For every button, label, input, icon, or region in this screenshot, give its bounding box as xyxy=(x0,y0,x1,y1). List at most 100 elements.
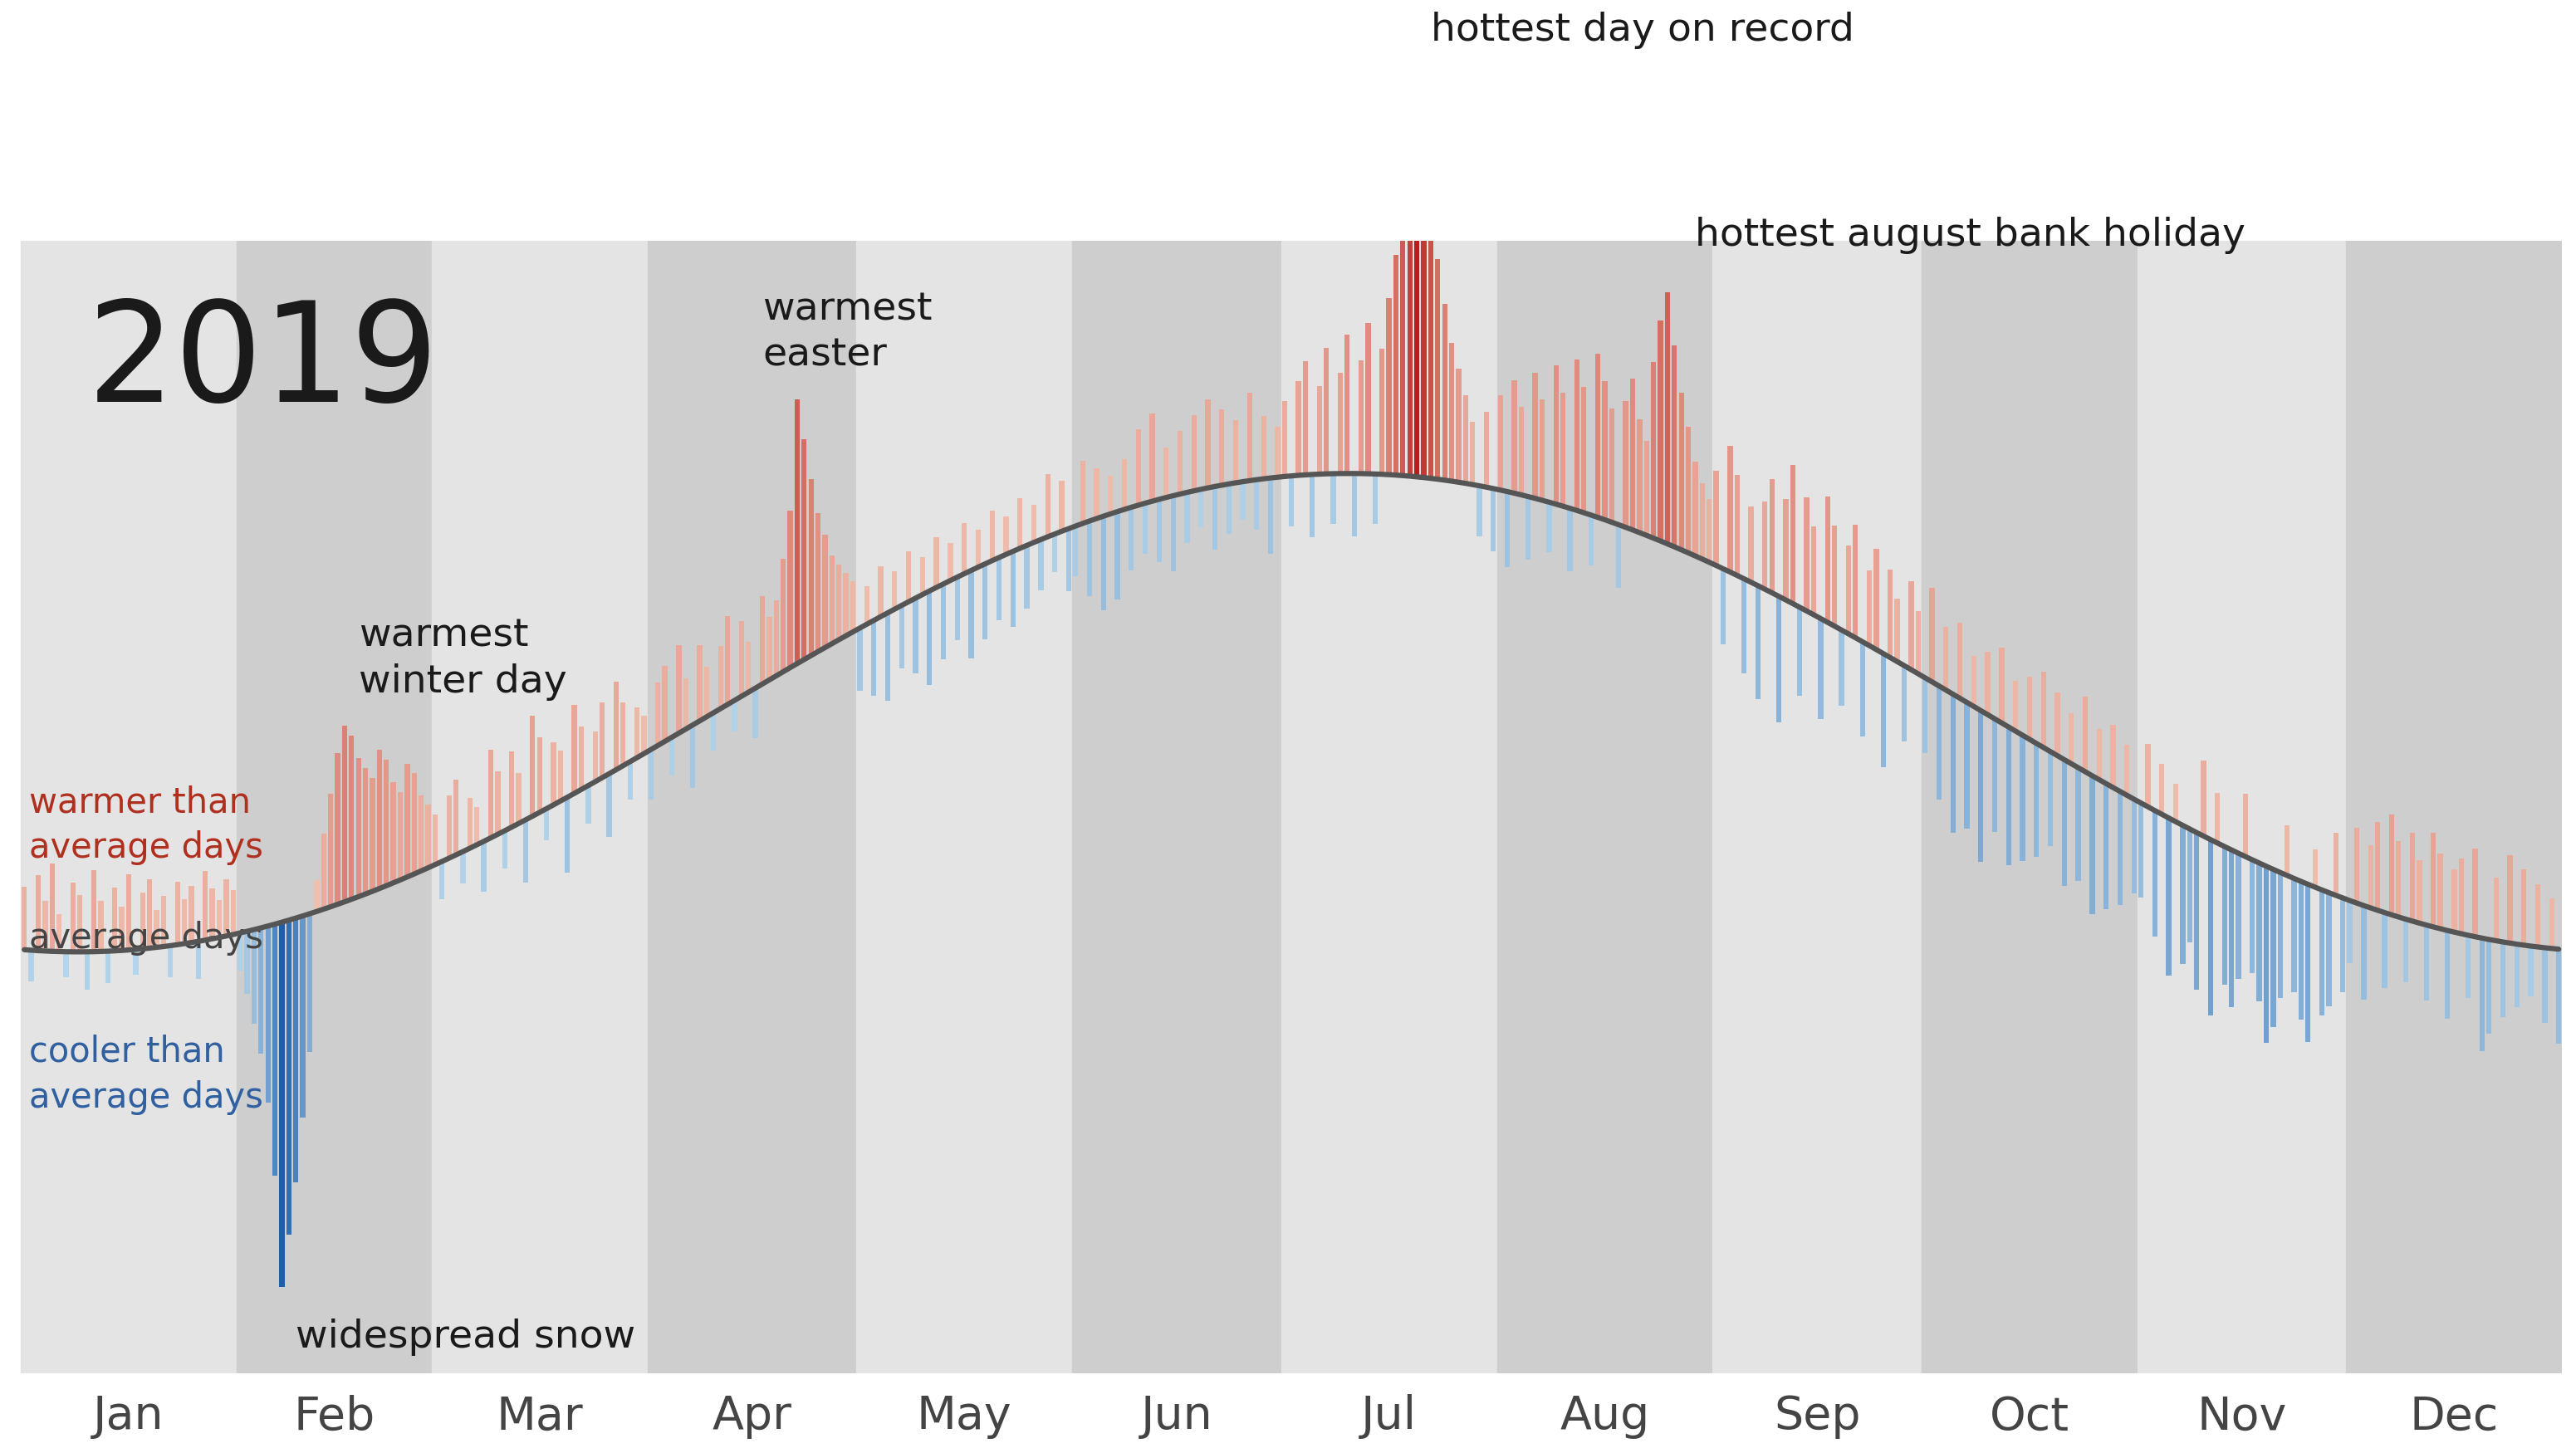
Bar xyxy=(2236,853,2241,979)
Bar xyxy=(1803,498,1808,612)
Bar xyxy=(1115,511,1121,600)
Bar xyxy=(1283,401,1288,477)
Bar xyxy=(167,946,173,976)
Bar xyxy=(1978,711,1984,862)
Bar xyxy=(1443,304,1448,479)
Bar xyxy=(531,715,536,817)
Bar xyxy=(2159,764,2164,814)
Bar xyxy=(2347,901,2352,963)
Bar xyxy=(237,933,242,971)
Bar xyxy=(1770,479,1775,593)
Bar xyxy=(1749,507,1754,583)
Bar xyxy=(209,888,214,939)
Bar xyxy=(2334,833,2339,895)
Bar xyxy=(466,798,471,849)
Bar xyxy=(1337,373,1342,474)
Bar xyxy=(175,882,180,944)
Bar xyxy=(1051,535,1056,571)
Bar xyxy=(1422,131,1427,478)
Bar xyxy=(2506,854,2512,943)
Bar xyxy=(2481,939,2486,1052)
Bar xyxy=(1999,648,2004,724)
Bar xyxy=(286,920,291,1235)
Bar xyxy=(2501,942,2506,1017)
Bar xyxy=(2396,841,2401,917)
Bar xyxy=(2249,860,2254,974)
Bar xyxy=(245,931,250,994)
Bar xyxy=(724,616,729,705)
Bar xyxy=(1852,525,1857,638)
Bar xyxy=(1164,448,1170,497)
Bar xyxy=(842,572,848,636)
Bar xyxy=(907,552,912,602)
Bar xyxy=(719,645,724,709)
Bar xyxy=(404,764,410,878)
Bar xyxy=(1643,440,1649,535)
Bar xyxy=(1713,471,1718,565)
Bar xyxy=(1394,254,1399,475)
Bar xyxy=(698,645,703,721)
Bar xyxy=(2174,785,2179,822)
Bar xyxy=(232,891,237,934)
Bar xyxy=(252,930,258,1024)
Bar xyxy=(1958,623,1963,699)
Bar xyxy=(98,901,103,952)
Bar xyxy=(1414,68,1419,477)
Bar xyxy=(647,241,855,1373)
Bar xyxy=(2424,926,2429,1001)
Bar xyxy=(1247,392,1252,481)
Bar xyxy=(371,777,376,891)
Bar xyxy=(1520,407,1525,495)
Bar xyxy=(2535,883,2540,947)
Bar xyxy=(1636,420,1643,533)
Bar xyxy=(2151,811,2159,936)
Bar xyxy=(1685,427,1690,552)
Bar xyxy=(886,613,891,700)
Bar xyxy=(1074,526,1079,577)
Bar xyxy=(294,918,299,1183)
Bar xyxy=(1309,475,1314,538)
Bar xyxy=(28,950,33,982)
Bar xyxy=(1030,504,1036,542)
Bar xyxy=(1561,392,1566,506)
Bar xyxy=(2388,814,2393,915)
Bar xyxy=(1450,343,1455,481)
Bar xyxy=(1066,529,1072,591)
Bar xyxy=(1121,459,1126,510)
Bar xyxy=(489,750,495,838)
Bar xyxy=(1352,474,1358,536)
Bar xyxy=(768,618,773,680)
Bar xyxy=(139,892,144,949)
Bar xyxy=(216,899,222,937)
Bar xyxy=(433,814,438,865)
Bar xyxy=(1615,525,1620,587)
Bar xyxy=(1860,642,1865,737)
Bar xyxy=(1680,392,1685,549)
Bar xyxy=(1917,610,1922,674)
Bar xyxy=(621,703,626,766)
Bar xyxy=(1880,654,1886,767)
Bar xyxy=(1847,546,1852,634)
Bar xyxy=(1280,241,1497,1373)
Bar xyxy=(1942,628,1947,690)
Bar xyxy=(1595,353,1600,517)
Bar xyxy=(2117,792,2123,905)
Bar xyxy=(2486,940,2491,1035)
Bar xyxy=(752,687,757,738)
Bar xyxy=(2105,783,2110,910)
Bar xyxy=(2020,735,2025,862)
Bar xyxy=(64,952,70,976)
Bar xyxy=(871,620,876,696)
Bar xyxy=(224,879,229,936)
Bar xyxy=(2277,872,2282,998)
Bar xyxy=(2040,671,2045,747)
Bar xyxy=(927,591,933,686)
Bar xyxy=(1484,411,1489,487)
Bar xyxy=(912,599,917,674)
Bar xyxy=(1190,416,1198,491)
Bar xyxy=(2354,828,2360,904)
Bar xyxy=(1790,465,1795,603)
Bar xyxy=(956,577,961,639)
Bar xyxy=(90,870,95,952)
Bar xyxy=(2339,898,2344,992)
